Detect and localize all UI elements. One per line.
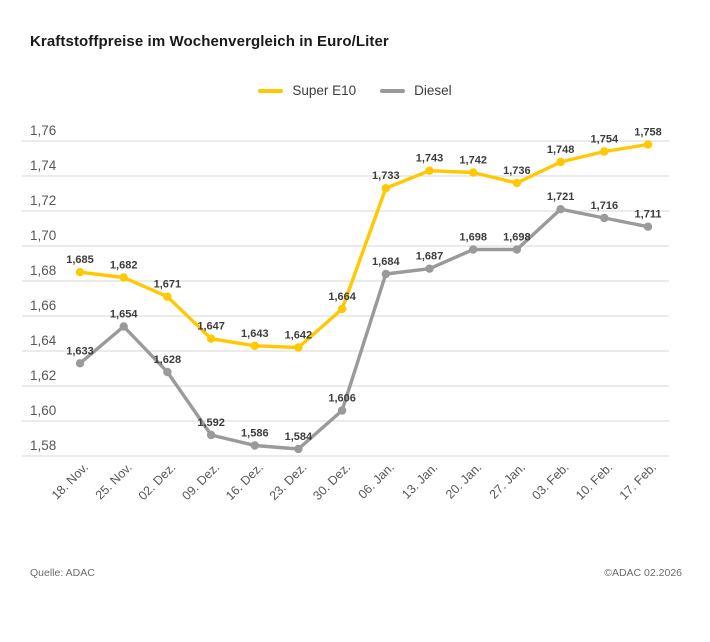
svg-text:1,60: 1,60 (30, 403, 56, 418)
legend-item-diesel: Diesel (380, 83, 452, 98)
svg-text:1,716: 1,716 (591, 200, 619, 212)
svg-text:02. Dez.: 02. Dez. (136, 460, 179, 503)
svg-text:1,72: 1,72 (30, 193, 56, 208)
svg-text:1,721: 1,721 (547, 191, 575, 203)
svg-text:13. Jan.: 13. Jan. (399, 460, 440, 501)
svg-text:1,647: 1,647 (197, 321, 225, 333)
svg-text:1,687: 1,687 (416, 251, 444, 263)
svg-text:1,633: 1,633 (66, 345, 94, 357)
svg-text:1,758: 1,758 (634, 127, 662, 139)
svg-text:09. Dez.: 09. Dez. (179, 460, 222, 503)
svg-text:1,698: 1,698 (459, 232, 487, 244)
svg-text:1,64: 1,64 (30, 333, 57, 348)
chart-title: Kraftstoffpreise im Wochenvergleich in E… (30, 33, 389, 50)
svg-text:1,698: 1,698 (503, 232, 531, 244)
svg-text:1,643: 1,643 (241, 328, 269, 340)
svg-text:1,76: 1,76 (30, 123, 56, 138)
svg-text:1,743: 1,743 (416, 153, 444, 165)
super-e10-line-swatch-icon (258, 88, 284, 93)
copyright-note: ©ADAC 02.2026 (604, 567, 682, 579)
legend-label-diesel: Diesel (414, 83, 452, 98)
svg-text:27. Jan.: 27. Jan. (487, 460, 528, 501)
svg-text:03. Feb.: 03. Feb. (529, 460, 571, 502)
svg-text:1,748: 1,748 (547, 144, 575, 156)
svg-text:1,742: 1,742 (459, 155, 487, 167)
svg-text:1,642: 1,642 (285, 330, 313, 342)
svg-text:1,586: 1,586 (241, 428, 269, 440)
legend-item-super-e10: Super E10 (258, 83, 356, 98)
svg-text:1,70: 1,70 (30, 228, 56, 243)
svg-text:1,606: 1,606 (328, 393, 356, 405)
legend: Super E10 Diesel (0, 83, 710, 98)
svg-text:18. Nov.: 18. Nov. (49, 460, 91, 502)
source-note: Quelle: ADAC (30, 567, 95, 579)
legend-label-super-e10: Super E10 (292, 83, 357, 98)
svg-text:1,74: 1,74 (30, 158, 57, 173)
svg-text:1,68: 1,68 (30, 263, 56, 278)
svg-text:1,682: 1,682 (110, 260, 138, 272)
svg-text:1,664: 1,664 (328, 291, 356, 303)
svg-text:1,685: 1,685 (66, 254, 94, 266)
svg-text:1,684: 1,684 (372, 256, 400, 268)
svg-text:1,733: 1,733 (372, 170, 400, 182)
svg-text:17. Feb.: 17. Feb. (617, 460, 659, 502)
line-chart: 1,58 1,60 1,62 1,64 1,66 1,68 1,70 1,72 1,74 1,76… (22, 123, 669, 503)
svg-text:1,671: 1,671 (154, 279, 182, 291)
svg-text:1,754: 1,754 (591, 134, 619, 146)
svg-text:1,58: 1,58 (30, 438, 56, 453)
svg-text:1,736: 1,736 (503, 165, 531, 177)
svg-text:1,592: 1,592 (197, 417, 225, 429)
svg-text:16. Dez.: 16. Dez. (223, 460, 266, 503)
svg-text:06. Jan.: 06. Jan. (356, 460, 397, 501)
svg-text:23. Dez.: 23. Dez. (267, 460, 310, 503)
svg-text:1,584: 1,584 (285, 431, 313, 443)
svg-text:30. Dez.: 30. Dez. (310, 460, 353, 503)
svg-text:20. Jan.: 20. Jan. (443, 460, 484, 501)
svg-text:10. Feb.: 10. Feb. (573, 460, 615, 502)
svg-text:1,62: 1,62 (30, 368, 56, 383)
svg-text:1,711: 1,711 (635, 209, 662, 221)
svg-text:1,654: 1,654 (110, 309, 138, 321)
svg-text:1,628: 1,628 (154, 354, 182, 366)
svg-text:1,66: 1,66 (30, 298, 56, 313)
footer: Quelle: ADAC ©ADAC 02.2026 (30, 567, 682, 579)
diesel-line-swatch-icon (380, 88, 406, 93)
svg-text:25. Nov.: 25. Nov. (93, 460, 135, 502)
